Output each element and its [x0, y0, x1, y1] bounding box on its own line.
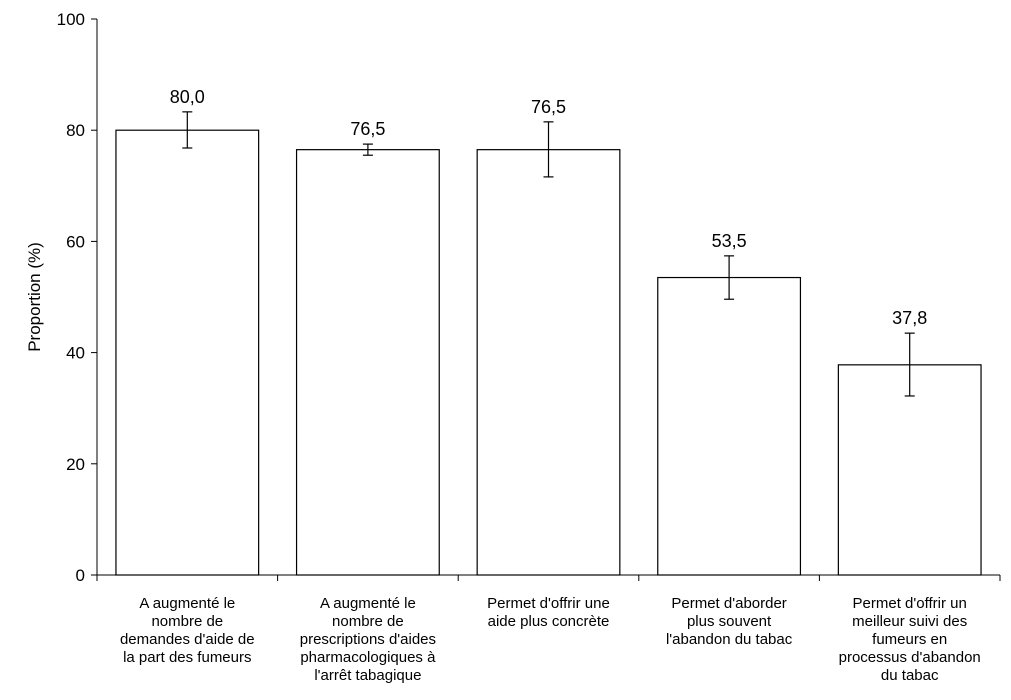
- bar: [476, 149, 621, 576]
- value-labels: 80,0 76,5 76,5 53,5 37,8: [170, 87, 927, 328]
- bar: [837, 364, 982, 576]
- value-label: 80,0: [170, 87, 205, 107]
- category-label: Permet d'aborder plus souvent l'abandon du…: [666, 595, 793, 648]
- error-bars: [182, 111, 915, 397]
- error-bar: [543, 121, 554, 178]
- bars: [115, 129, 982, 576]
- bar: [295, 149, 440, 576]
- error-bar: [182, 111, 193, 149]
- category-label: Permet d'offrir un meilleur suivi des fume…: [839, 595, 981, 684]
- bar: [115, 129, 260, 576]
- category-label: A augmenté le nombre de prescriptions d'ai…: [300, 595, 436, 684]
- y-axis-title: Proportion (%): [25, 242, 44, 352]
- value-label: 53,5: [712, 231, 747, 251]
- error-bar: [724, 255, 735, 300]
- error-bar: [904, 332, 915, 397]
- category-label: A augmenté le nombre de demandes d'aide de…: [120, 595, 255, 666]
- y-tick-label: 0: [76, 566, 85, 585]
- value-label: 76,5: [531, 97, 566, 117]
- y-axis: 0 20 40 60 80 100: [57, 10, 98, 585]
- y-tick-label: 40: [66, 344, 85, 363]
- category-label: Permet d'offrir une aide plus concrète: [487, 595, 610, 630]
- value-label: 76,5: [350, 119, 385, 139]
- category-labels: A augmenté le nombre de demandes d'aide de…: [120, 595, 981, 684]
- error-bar: [362, 143, 373, 156]
- value-label: 37,8: [892, 308, 927, 328]
- y-tick-label: 20: [66, 455, 85, 474]
- y-tick-label: 100: [57, 10, 85, 29]
- bar: [657, 276, 802, 576]
- y-tick-label: 60: [66, 232, 85, 251]
- x-axis: [96, 574, 1001, 581]
- y-tick-label: 80: [66, 121, 85, 140]
